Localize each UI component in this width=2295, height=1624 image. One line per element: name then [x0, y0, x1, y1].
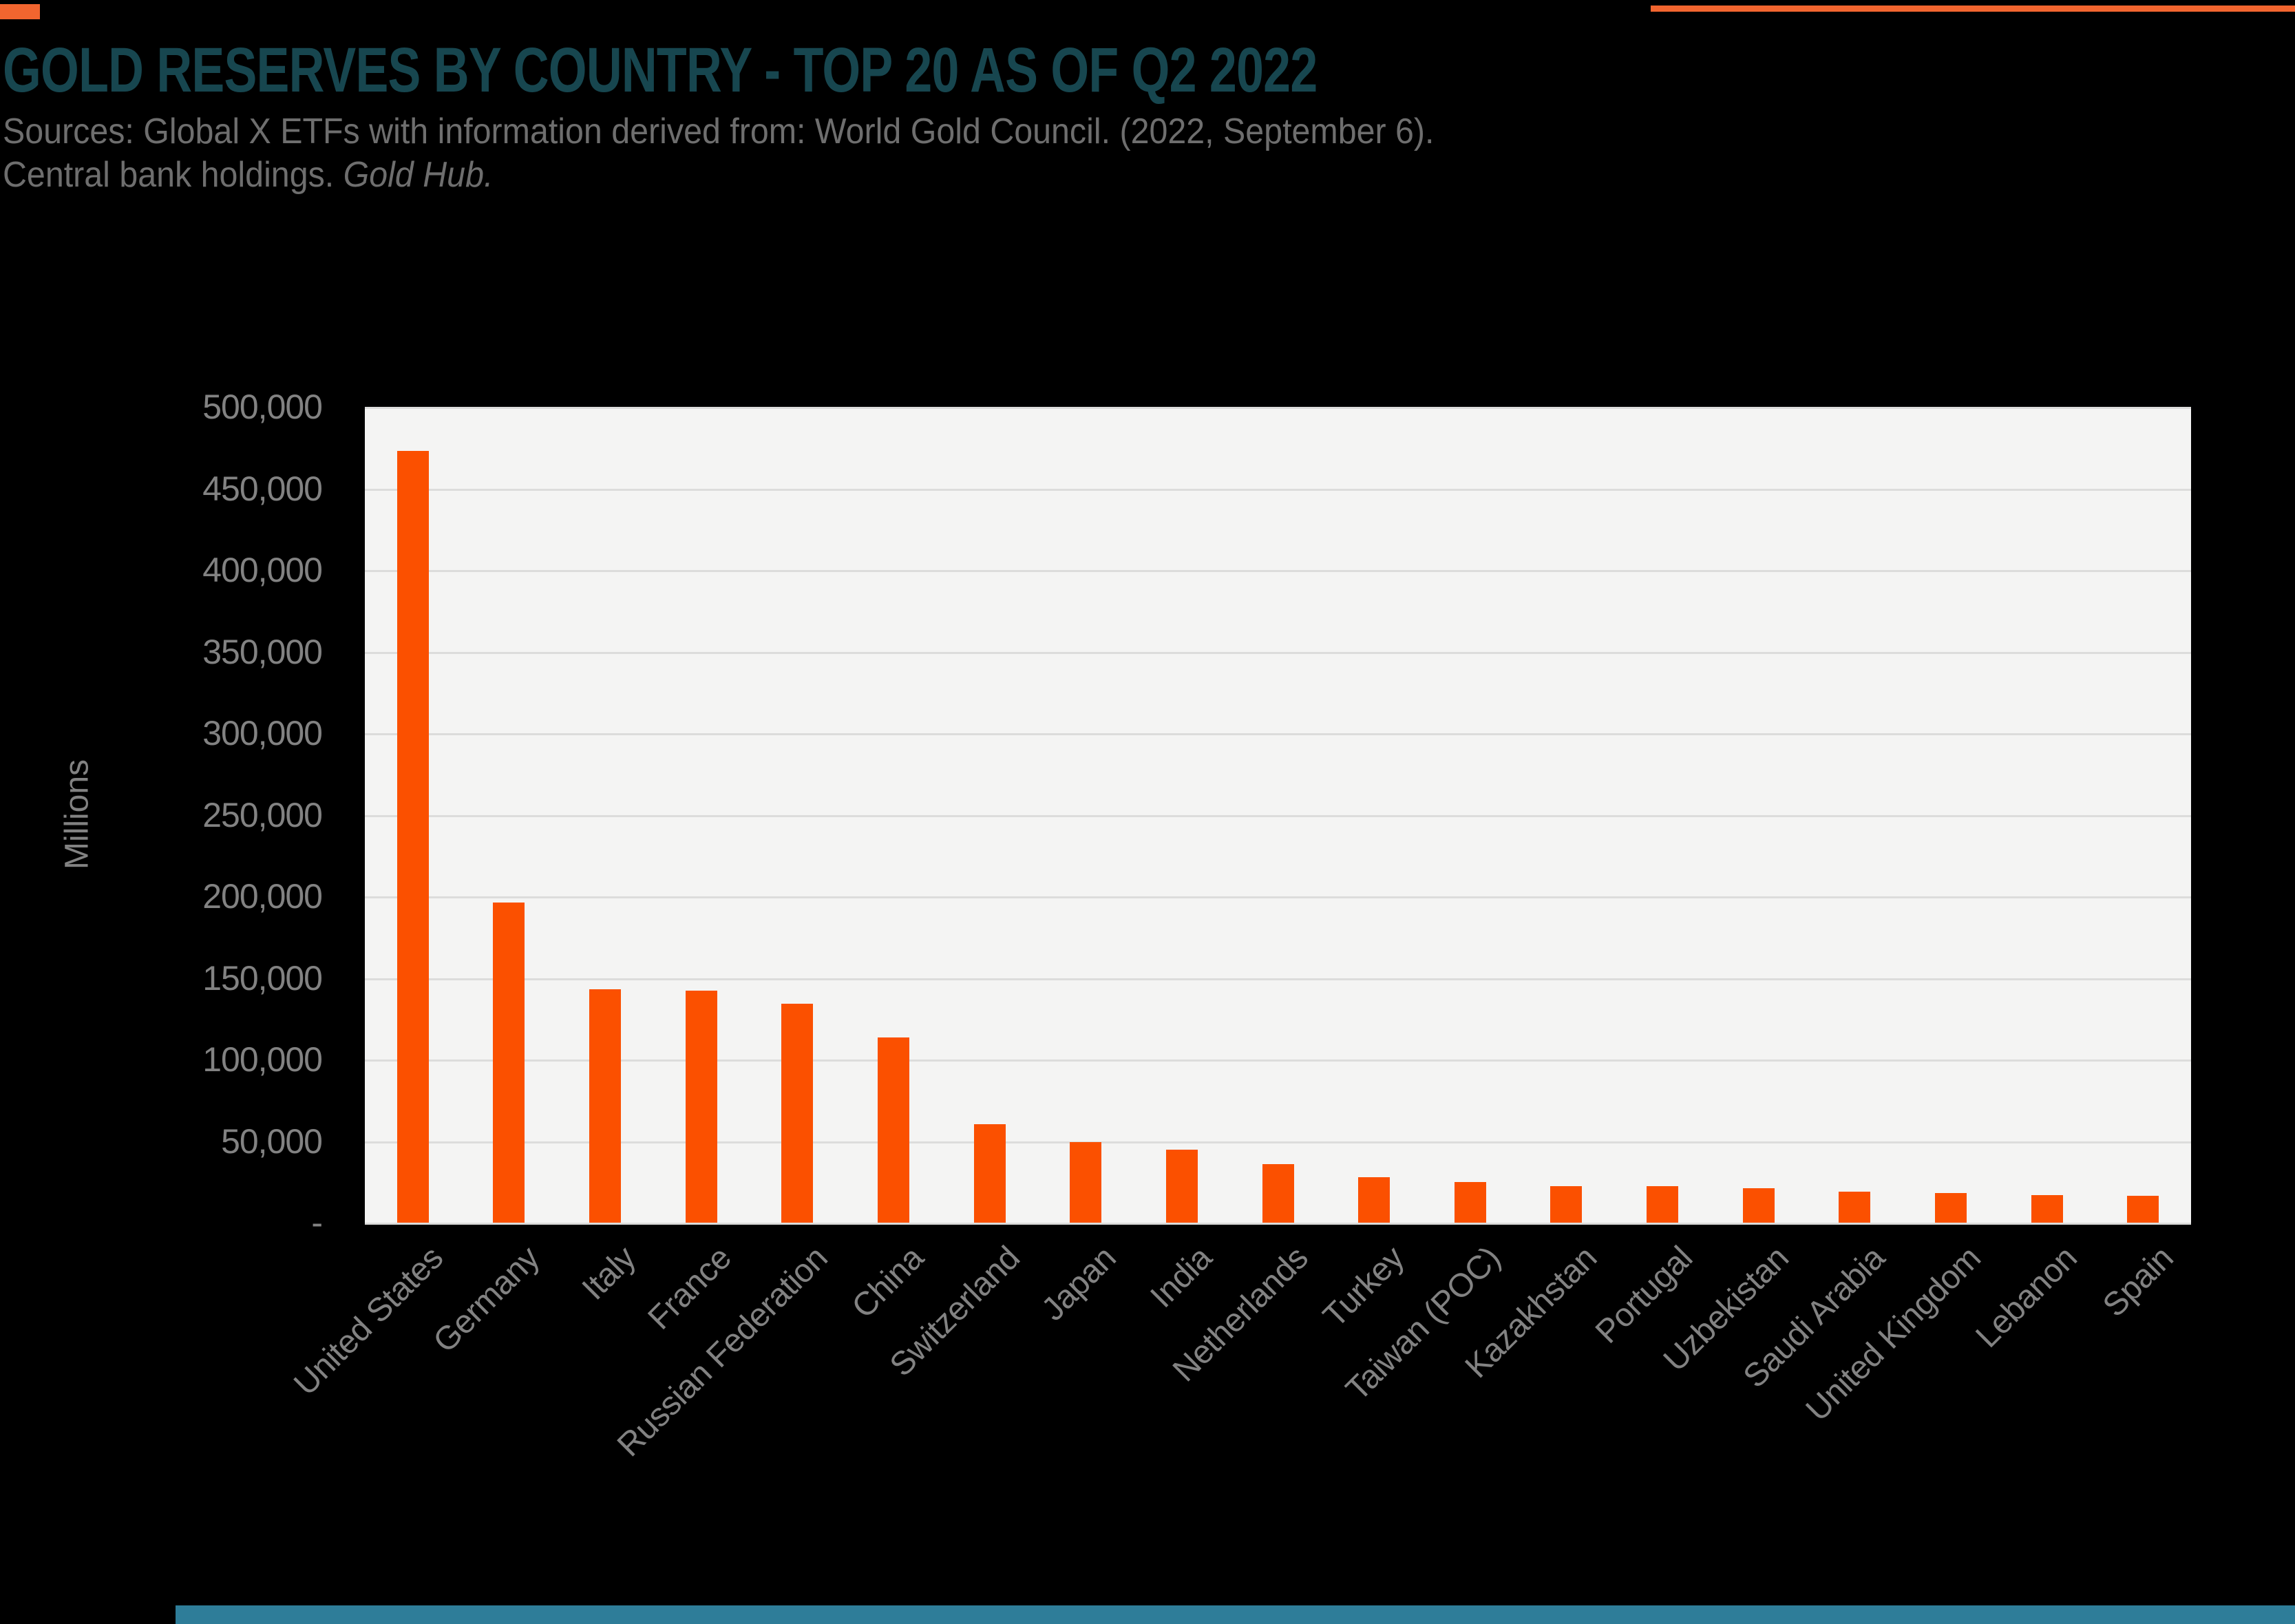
plot-area — [365, 407, 2191, 1225]
brand-accent-line — [1651, 6, 2295, 12]
x-axis-label: United States — [287, 1239, 451, 1403]
bar — [781, 1004, 814, 1223]
x-axis-label: Turkey — [1316, 1239, 1412, 1335]
y-axis-label: 400,000 — [202, 551, 323, 589]
bar — [1358, 1177, 1390, 1223]
gridline — [365, 978, 2191, 980]
bar — [1550, 1186, 1583, 1223]
footer-accent-bar — [176, 1605, 2295, 1624]
bar — [685, 991, 717, 1223]
bar — [1934, 1193, 1967, 1223]
x-axis-label: Italy — [575, 1239, 643, 1307]
gridline — [365, 896, 2191, 898]
bar — [973, 1124, 1006, 1223]
y-axis-label: 300,000 — [202, 714, 323, 752]
page-title: GOLD RESERVES BY COUNTRY - TOP 20 AS OF … — [3, 35, 1318, 105]
y-axis-label: 350,000 — [202, 632, 323, 671]
x-axis-label: China — [845, 1239, 931, 1326]
bar — [2031, 1195, 2063, 1223]
gridline — [365, 1059, 2191, 1062]
bar — [493, 903, 525, 1223]
gridline — [365, 488, 2191, 491]
bar — [1839, 1192, 1871, 1223]
gridline — [365, 814, 2191, 817]
bar — [1262, 1164, 1294, 1223]
x-axis-label: Germany — [426, 1239, 547, 1360]
y-axis-label: 100,000 — [202, 1040, 323, 1079]
source-line-2: Central bank holdings. Gold Hub. — [3, 154, 1434, 197]
x-axis-label: India — [1143, 1239, 1220, 1316]
source-line-1: Sources: Global X ETFs with information … — [3, 112, 1435, 151]
brand-accent-square — [0, 4, 40, 19]
gridline — [365, 570, 2191, 572]
bar — [877, 1037, 909, 1223]
gridline — [365, 407, 2191, 409]
x-axis-label: Japan — [1035, 1239, 1123, 1328]
y-axis-label: 250,000 — [202, 795, 323, 834]
bar — [1454, 1182, 1486, 1223]
bar — [1647, 1186, 1679, 1223]
source-line-2-italic: Gold Hub. — [343, 155, 494, 195]
x-axis-label: Spain — [2095, 1239, 2181, 1325]
y-axis-label: - — [311, 1203, 323, 1242]
source-note: Sources: Global X ETFs with information … — [3, 110, 1434, 197]
gridline — [365, 651, 2191, 654]
y-axis-label: 500,000 — [202, 388, 323, 426]
bar — [2127, 1196, 2159, 1223]
x-axis-label: Lebanon — [1969, 1239, 2084, 1355]
x-axis-label: United Kingdom — [1799, 1239, 1989, 1428]
gridline — [365, 1141, 2191, 1143]
y-axis-label: 200,000 — [202, 877, 323, 916]
bar — [1165, 1150, 1198, 1223]
bar — [589, 989, 622, 1223]
y-axis-label: 450,000 — [202, 469, 323, 508]
bar — [396, 451, 429, 1223]
gridline — [365, 1223, 2191, 1225]
bar — [1742, 1188, 1775, 1223]
y-axis-label: 50,000 — [221, 1121, 323, 1161]
bar — [1070, 1142, 1102, 1223]
gridline — [365, 733, 2191, 735]
source-line-2-regular: Central bank holdings. — [3, 155, 343, 195]
y-axis-title: Millions — [59, 759, 96, 870]
y-axis-label: 150,000 — [202, 958, 323, 998]
